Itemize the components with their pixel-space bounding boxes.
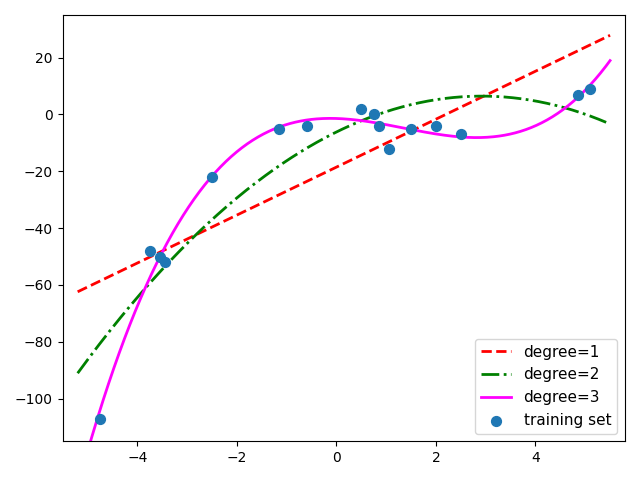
- degree=1: [326, 167, 334, 173]
- training set: [406, 125, 416, 132]
- training set: [356, 105, 366, 113]
- training set: [431, 122, 441, 130]
- training set: [573, 91, 583, 98]
- degree=2: [606, 121, 614, 127]
- Line: degree=2: degree=2: [77, 96, 610, 373]
- degree=1: [74, 289, 81, 295]
- training set: [274, 125, 284, 132]
- degree=2: [326, 132, 334, 138]
- training set: [383, 145, 394, 153]
- degree=3: [390, 123, 398, 129]
- training set: [159, 258, 170, 266]
- training set: [95, 415, 105, 422]
- degree=3: [362, 119, 369, 124]
- degree=1: [593, 38, 601, 44]
- degree=3: [606, 58, 614, 63]
- degree=3: [510, 130, 518, 136]
- degree=2: [478, 93, 486, 99]
- degree=2: [74, 371, 81, 376]
- degree=2: [595, 116, 602, 122]
- training set: [456, 131, 466, 138]
- training set: [155, 252, 165, 260]
- training set: [374, 122, 384, 130]
- Legend: degree=1, degree=2, degree=3, training set: degree=1, degree=2, degree=3, training s…: [475, 338, 618, 433]
- training set: [207, 173, 217, 181]
- Line: degree=1: degree=1: [77, 36, 610, 292]
- degree=1: [390, 136, 398, 142]
- training set: [369, 110, 379, 118]
- degree=3: [593, 74, 601, 80]
- degree=3: [330, 116, 337, 121]
- degree=3: [326, 116, 334, 121]
- training set: [585, 85, 595, 93]
- Line: degree=3: degree=3: [77, 60, 610, 480]
- degree=1: [510, 79, 518, 84]
- degree=2: [511, 95, 519, 101]
- degree=1: [606, 33, 614, 38]
- degree=2: [330, 131, 337, 136]
- training set: [145, 247, 155, 255]
- degree=1: [330, 166, 337, 171]
- degree=2: [390, 106, 398, 112]
- degree=2: [362, 116, 369, 122]
- degree=1: [362, 150, 369, 156]
- training set: [301, 122, 312, 130]
